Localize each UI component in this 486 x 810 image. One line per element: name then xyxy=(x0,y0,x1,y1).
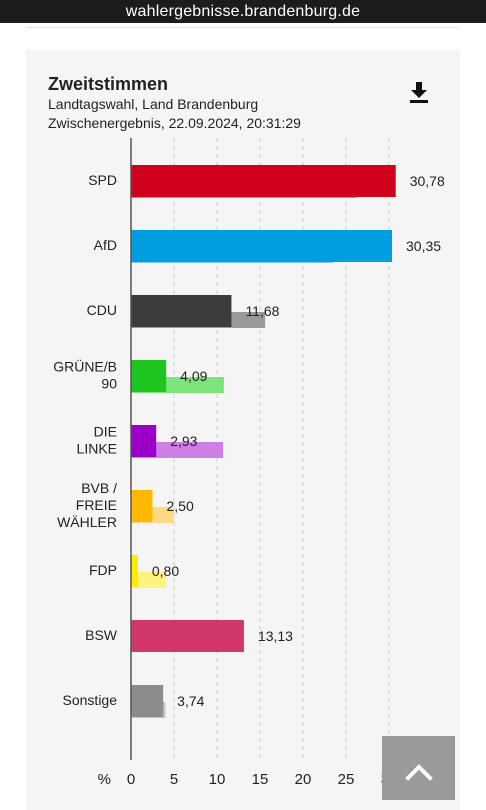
x-tick-label: 25 xyxy=(338,771,355,788)
category-label: BSW xyxy=(85,627,118,643)
data-label: 2,93 xyxy=(170,433,197,449)
bar-current-5 xyxy=(131,490,153,522)
bar-previous-6 xyxy=(131,572,167,588)
url-text: wahlergebnisse.brandenburg.de xyxy=(125,2,361,20)
x-tick-label: 20 xyxy=(295,771,312,788)
chart-subtitle: Landtagswahl, Land Brandenburg xyxy=(48,96,259,112)
bar-current-1 xyxy=(131,230,393,262)
category-label: DIE LINKE xyxy=(77,424,117,457)
data-label: 3,74 xyxy=(177,693,204,709)
download-button[interactable] xyxy=(405,78,433,106)
category-label: SPD xyxy=(88,172,117,188)
data-label: 11,68 xyxy=(245,303,279,319)
x-tick-label: 0 xyxy=(127,771,135,788)
chevron-up-icon xyxy=(405,764,433,781)
x-unit-label: % xyxy=(98,771,111,788)
bar-current-6 xyxy=(131,555,138,587)
divider xyxy=(26,27,460,28)
x-tick-label: 5 xyxy=(170,771,178,788)
bar-current-7 xyxy=(131,620,244,652)
bar-current-4 xyxy=(131,425,157,457)
bar-current-8 xyxy=(131,685,164,717)
bar-current-3 xyxy=(131,360,167,392)
data-label: 30,78 xyxy=(410,173,445,189)
data-label: 0,80 xyxy=(152,563,179,579)
bar-current-0 xyxy=(131,165,396,197)
chart-title: Zweitstimmen xyxy=(48,74,169,94)
data-label: 30,35 xyxy=(406,238,441,254)
x-tick-label: 10 xyxy=(209,771,226,788)
x-tick-label: 15 xyxy=(252,771,269,788)
bar-current-2 xyxy=(131,295,232,327)
data-label: 2,50 xyxy=(167,498,194,514)
url-bar[interactable]: wahlergebnisse.brandenburg.de xyxy=(0,0,486,23)
data-label: 13,13 xyxy=(258,628,293,644)
chart-timestamp: Zwischenergebnis, 22.09.2024, 20:31:29 xyxy=(48,115,301,131)
category-label: Sonstige xyxy=(63,692,118,708)
category-label: BVB / FREIE WÄHLER xyxy=(57,480,117,530)
category-label: FDP xyxy=(89,562,117,578)
scroll-to-top-button[interactable] xyxy=(382,736,455,800)
category-label: AfD xyxy=(94,237,117,253)
data-label: 4,09 xyxy=(180,368,207,384)
download-icon xyxy=(410,82,428,103)
category-label: CDU xyxy=(87,302,117,318)
category-label: GRÜNE/B 90 xyxy=(53,358,117,392)
